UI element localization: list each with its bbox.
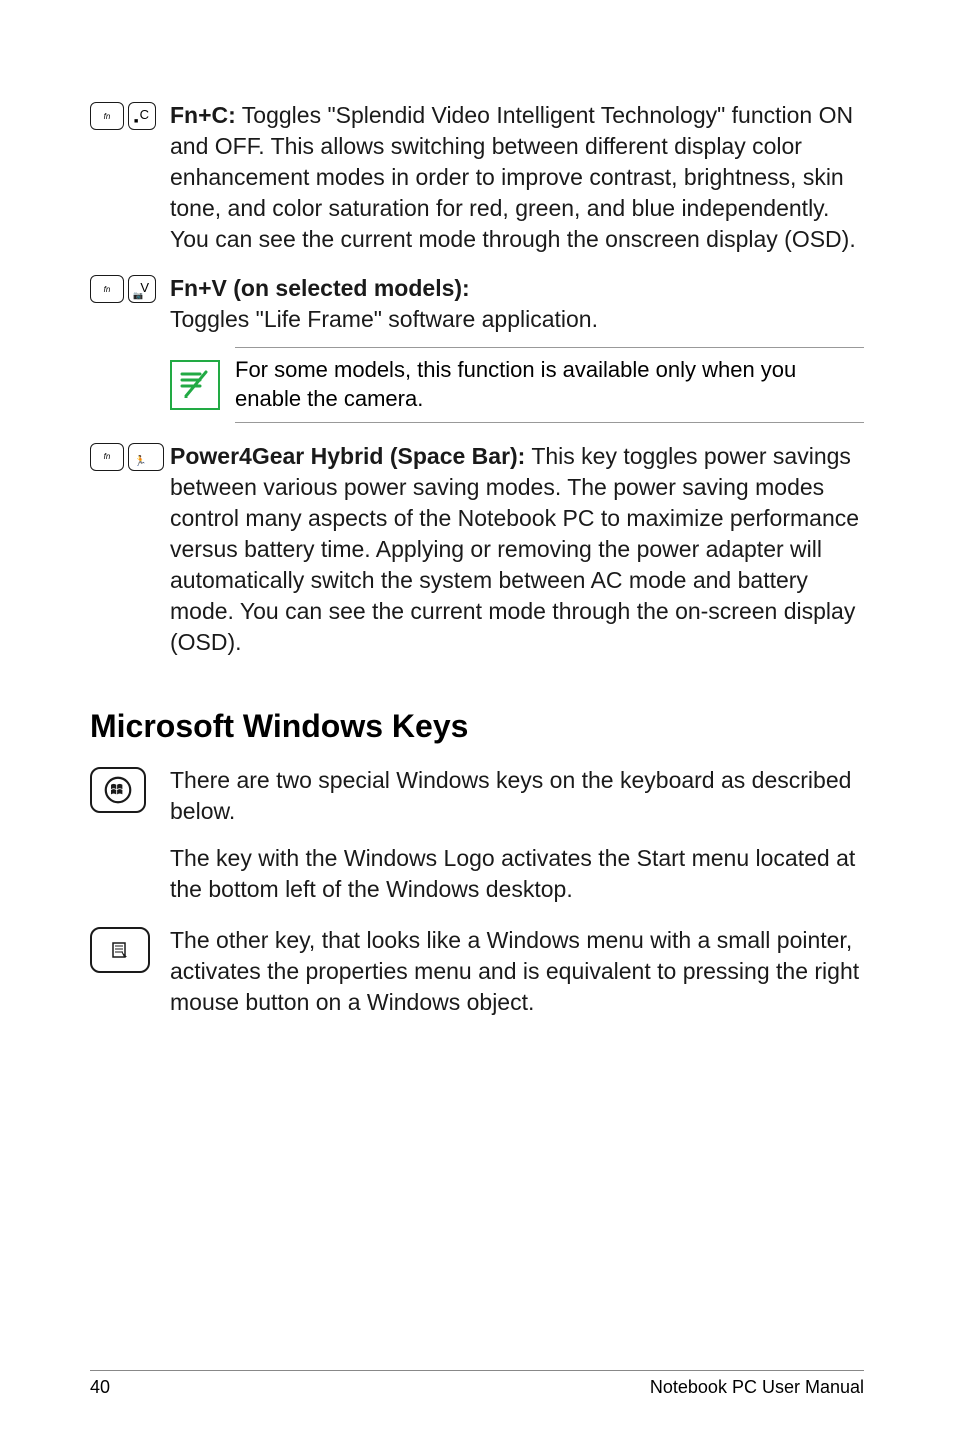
hotkey-entry-fnc: fn ■ C Fn+C: Toggles "Splendid Video Int… xyxy=(90,100,864,255)
hotkey-text: This key toggles power savings between v… xyxy=(170,443,859,655)
hotkey-label: Power4Gear Hybrid (Space Bar): xyxy=(170,443,525,469)
note-box: For some models, this function is availa… xyxy=(170,347,864,422)
fn-key-icon: fn xyxy=(90,275,124,303)
hotkey-label: Fn+V (on selected models): xyxy=(170,275,470,301)
hotkey-entry-fnv: fn 📷 V Fn+V (on selected models): Toggle… xyxy=(90,273,864,335)
hotkey-description: Fn+C: Toggles "Splendid Video Intelligen… xyxy=(170,100,864,255)
note-icon xyxy=(170,360,220,410)
hotkey-text: Toggles "Life Frame" software applicatio… xyxy=(170,306,598,332)
winkey-text: The key with the Windows Logo activates … xyxy=(170,843,864,905)
c-key-icon: ■ C xyxy=(128,102,156,130)
fn-key-icon: fn xyxy=(90,102,124,130)
hotkey-label: Fn+C: xyxy=(170,102,236,128)
note-text: For some models, this function is availa… xyxy=(235,347,864,422)
manual-title: Notebook PC User Manual xyxy=(650,1377,864,1398)
menu-key-entry: The other key, that looks like a Windows… xyxy=(90,925,864,1018)
space-key-icon: 🏃 xyxy=(128,443,164,471)
page-number: 40 xyxy=(90,1377,110,1398)
v-key-icon: 📷 V xyxy=(128,275,156,303)
hotkey-description: Power4Gear Hybrid (Space Bar): This key … xyxy=(170,441,864,658)
fn-key-icon: fn xyxy=(90,443,124,471)
page-footer: 40 Notebook PC User Manual xyxy=(90,1370,864,1398)
windows-key-text: There are two special Windows keys on th… xyxy=(170,765,864,905)
hotkey-description: Fn+V (on selected models): Toggles "Life… xyxy=(170,273,864,335)
hotkey-text: Toggles "Splendid Video Intelligent Tech… xyxy=(170,102,856,252)
hotkey-entry-p4g: fn 🏃 Power4Gear Hybrid (Space Bar): This… xyxy=(90,441,864,658)
key-icons: fn ■ C xyxy=(90,100,170,255)
key-col xyxy=(90,925,170,1018)
menu-key-icon xyxy=(90,927,150,973)
windows-key-entry: There are two special Windows keys on th… xyxy=(90,765,864,905)
menukey-text: The other key, that looks like a Windows… xyxy=(170,925,864,1018)
key-icons: fn 🏃 xyxy=(90,441,170,658)
key-col xyxy=(90,765,170,905)
section-heading: Microsoft Windows Keys xyxy=(90,708,864,745)
windows-key-icon xyxy=(90,767,146,813)
intro-text: There are two special Windows keys on th… xyxy=(170,765,864,827)
key-icons: fn 📷 V xyxy=(90,273,170,335)
